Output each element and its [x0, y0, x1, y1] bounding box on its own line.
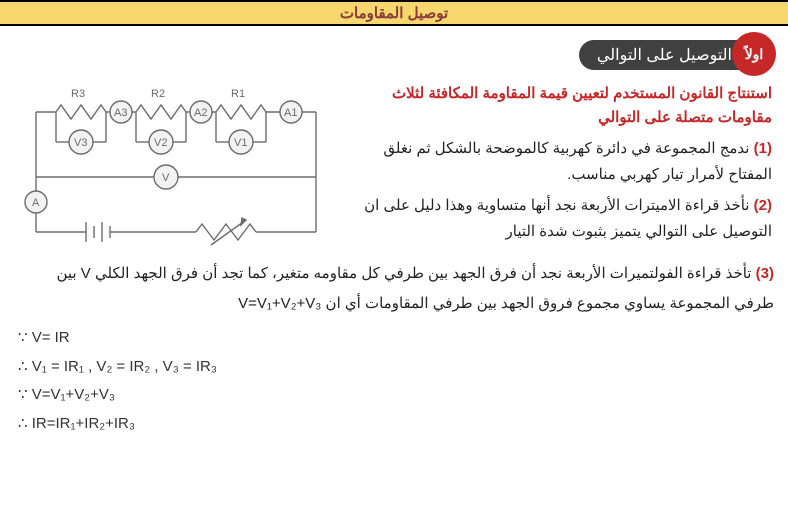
step-1-num: (1)	[754, 140, 772, 157]
step-3-text-b: طرفي المجموعة يساوي مجموع فروق الجهد بين…	[321, 295, 774, 312]
step-2: (2) نأخذ قراءة الاميترات الأربعة نجد أنه…	[344, 193, 772, 244]
step-3-text-a: تأخذ قراءة الفولتميرات الأربعة نجد أن فر…	[56, 265, 751, 282]
eq-3: ∵ V=V₁+V₂+V₃	[18, 381, 770, 410]
label-A2: A2	[194, 107, 207, 119]
label-R2: R2	[151, 88, 165, 100]
label-R1: R1	[231, 88, 245, 100]
step-1: (1) ندمج المجموعة في دائرة كهربية كالموض…	[344, 136, 772, 187]
label-V1: V1	[234, 137, 247, 149]
label-R3: R3	[71, 88, 85, 100]
label-A: A	[32, 197, 40, 209]
section-badge: اولاً	[732, 32, 776, 76]
section-title: التوصيل على التوالي	[597, 45, 732, 65]
label-V2: V2	[154, 137, 167, 149]
label-V: V	[162, 172, 170, 184]
top-bar-title: توصيل المقاومات	[340, 4, 448, 22]
label-A3: A3	[114, 107, 127, 119]
top-bar: توصيل المقاومات	[0, 0, 788, 26]
eq-1: ∵ V= IR	[18, 324, 770, 353]
eq-4: ∴ IR=IR₁+IR₂+IR₃	[18, 410, 770, 439]
eq-2: ∴ V₁ = IR₁ , V₂ = IR₂ , V₃ = IR₃	[18, 353, 770, 382]
section-pill: اولاً التوصيل على التوالي	[579, 40, 758, 70]
subtitle: استنتاج القانون المستخدم لتعيين قيمة الم…	[344, 82, 772, 130]
circuit-column: R3 R2 R1 A3 A2 A1 V3 V2	[10, 82, 340, 257]
step-3b: طرفي المجموعة يساوي مجموع فروق الجهد بين…	[0, 291, 788, 317]
label-V3: V3	[74, 137, 87, 149]
step-3-num: (3)	[756, 265, 774, 282]
step-2-num: (2)	[754, 197, 772, 214]
step-3: (3) تأخذ قراءة الفولتميرات الأربعة نجد أ…	[0, 261, 788, 287]
content-row: استنتاج القانون المستخدم لتعيين قيمة الم…	[0, 82, 788, 257]
label-A1: A1	[284, 107, 297, 119]
step-3-eq: V=V₁+V₂+V₃	[238, 295, 321, 312]
equations-block: ∵ V= IR ∴ V₁ = IR₁ , V₂ = IR₂ , V₃ = IR₃…	[0, 316, 788, 438]
circuit-diagram: R3 R2 R1 A3 A2 A1 V3 V2	[16, 82, 336, 252]
section-heading-wrap: اولاً التوصيل على التوالي	[0, 26, 788, 70]
text-column: استنتاج القانون المستخدم لتعيين قيمة الم…	[340, 82, 778, 257]
step-2-text: نأخذ قراءة الاميترات الأربعة نجد أنها مت…	[364, 197, 772, 240]
step-1-text: ندمج المجموعة في دائرة كهربية كالموضحة ب…	[383, 140, 772, 183]
